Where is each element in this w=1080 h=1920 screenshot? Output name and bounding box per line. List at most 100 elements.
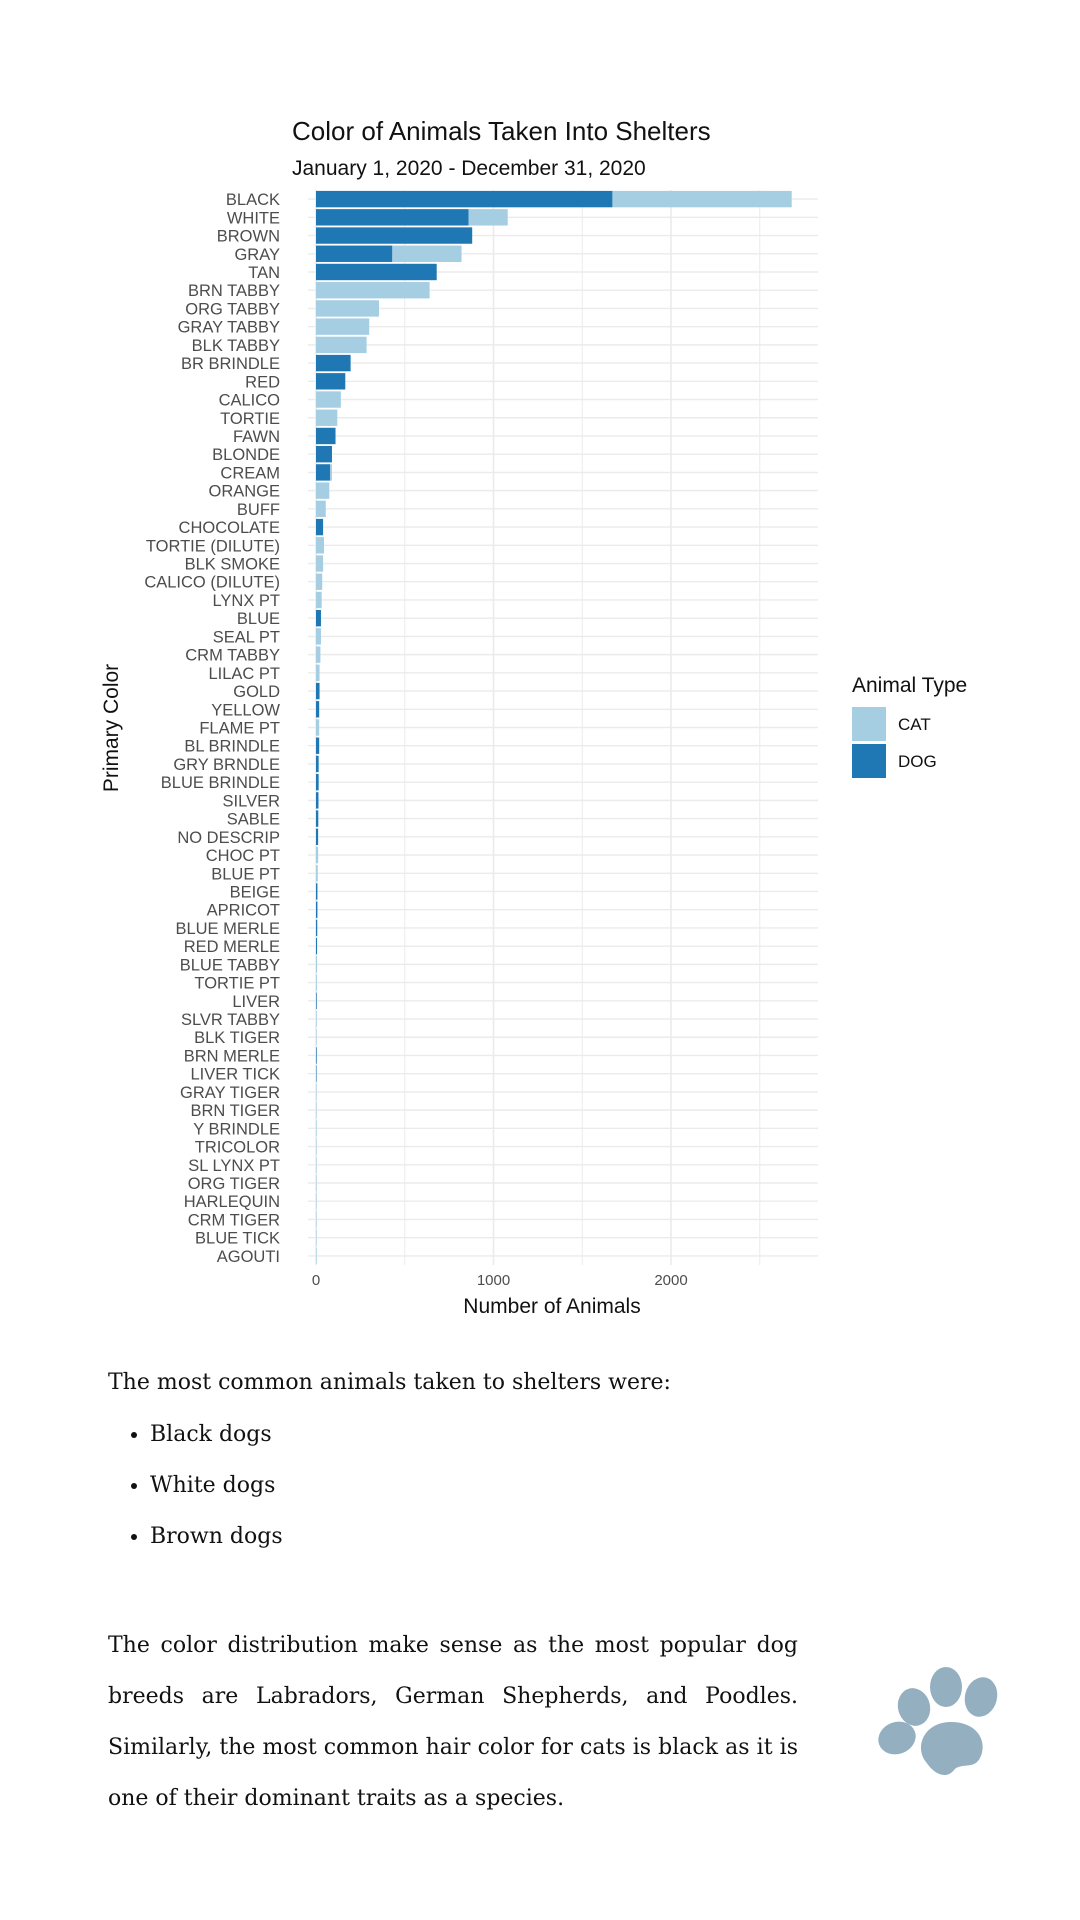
bar-cat [330, 464, 332, 481]
category-label: BLK SMOKE [185, 556, 280, 574]
summary-intro: The most common animals taken to shelter… [108, 1370, 671, 1395]
category-label: TORTIE PT [194, 975, 280, 993]
bar-cat [316, 1156, 317, 1173]
category-label: SABLE [227, 811, 280, 829]
category-label: BR BRINDLE [181, 355, 280, 373]
category-label: BRN TIGER [190, 1102, 280, 1120]
bar-dog [316, 883, 318, 900]
bar-cat [316, 646, 321, 663]
bar-dog [316, 227, 473, 244]
category-label: Y BRINDLE [193, 1120, 280, 1138]
bar-cat [316, 1193, 317, 1210]
bar-cat [316, 300, 380, 317]
bar-cat [316, 1229, 317, 1246]
bar-cat [612, 190, 792, 208]
category-label: BEIGE [230, 883, 280, 901]
category-label: TAN [248, 264, 280, 282]
bar-cat [316, 956, 318, 973]
category-label: GRAY TIGER [180, 1084, 280, 1102]
list-item: Brown dogs [150, 1522, 798, 1552]
category-label: CALICO (DILUTE) [144, 574, 280, 592]
category-label: FAWN [233, 428, 280, 446]
list-item: Black dogs [150, 1420, 798, 1450]
bar-dog [316, 682, 320, 700]
bar-dog [316, 373, 346, 390]
bar-cat [316, 974, 317, 991]
bar-cat [316, 282, 430, 299]
bar-cat [316, 1101, 317, 1119]
category-label: ORG TIGER [188, 1175, 280, 1193]
category-label: BLACK [226, 191, 280, 209]
bar-dog [316, 992, 317, 1010]
category-label: BLUE BRINDLE [161, 774, 280, 792]
bar-cat [316, 409, 338, 426]
bar-dog [316, 755, 319, 773]
bar-dog [316, 427, 336, 445]
bar-dog [316, 1065, 317, 1082]
bar-dog [316, 937, 318, 955]
category-label: TRICOLOR [195, 1139, 280, 1157]
bar-cat [316, 1138, 317, 1155]
category-label: SILVER [223, 792, 281, 810]
bar-dog [316, 792, 319, 809]
bar-cat [316, 482, 330, 499]
bar-cat [316, 664, 320, 682]
x-axis-title: Number of Animals [463, 1295, 640, 1318]
category-label: ORANGE [208, 483, 280, 501]
category-label: BROWN [217, 228, 280, 246]
bar-cat [316, 1174, 317, 1192]
category-label: ORG TABBY [185, 300, 280, 318]
bar-dog [316, 1047, 317, 1064]
category-label: BL BRINDLE [184, 738, 280, 756]
bar-dog [316, 354, 351, 372]
category-label: BLONDE [212, 446, 280, 464]
category-label: LIVER [232, 993, 280, 1011]
bar-cat [316, 1120, 317, 1137]
bar-dog [316, 245, 393, 262]
bar-cat [316, 865, 318, 882]
explanation-paragraph: The color distribution make sense as the… [108, 1633, 798, 1811]
category-label: BUFF [237, 501, 280, 519]
category-label: BLUE TICK [195, 1230, 280, 1248]
bar-cat [316, 573, 323, 590]
category-label: BLUE PT [211, 865, 280, 883]
category-label: BLUE MERLE [175, 920, 280, 938]
category-label: SLVR TABBY [181, 1011, 280, 1029]
legend-title: Animal Type [852, 674, 967, 697]
category-label: WHITE [227, 209, 280, 227]
category-label: HARLEQUIN [184, 1193, 280, 1211]
category-label: GRY BRNDLE [173, 756, 280, 774]
legend-swatch-dog [852, 744, 886, 778]
bar-chart: Color of Animals Taken Into Shelters Jan… [100, 116, 967, 1318]
category-label: LYNX PT [212, 592, 280, 610]
bar-cat [316, 1029, 317, 1046]
category-label: CRM TABBY [185, 647, 280, 665]
bar-cat [316, 846, 319, 864]
bar-cat [316, 628, 321, 645]
category-label: CHOC PT [206, 847, 280, 865]
bar-dog [316, 810, 319, 827]
bar-cat [316, 1010, 317, 1028]
legend-swatch-cat [852, 707, 886, 741]
summary-section: The most common animals taken to shelter… [108, 1368, 798, 1573]
category-label: YELLOW [211, 701, 280, 719]
bar-dog [316, 828, 319, 846]
chart-title: Color of Animals Taken Into Shelters [292, 116, 711, 146]
category-label: BLK TABBY [192, 337, 280, 355]
bar-cat [316, 391, 341, 408]
bar-dog [316, 464, 331, 481]
category-label: BRN MERLE [184, 1047, 280, 1065]
category-label: BLUE TABBY [180, 956, 280, 974]
chart-container: Color of Animals Taken Into Shelters Jan… [100, 116, 967, 1318]
bar-dog [316, 701, 320, 718]
category-label: SEAL PT [213, 628, 280, 646]
bar-dog [316, 263, 437, 281]
category-label: GOLD [233, 683, 280, 701]
legend: Animal Type CAT DOG [852, 674, 967, 778]
paw-icon [878, 1667, 998, 1776]
category-label: GRAY [234, 246, 280, 264]
category-label: SL LYNX PT [188, 1157, 280, 1175]
category-label: LIVER TICK [190, 1066, 280, 1084]
bar-dog [316, 737, 320, 754]
